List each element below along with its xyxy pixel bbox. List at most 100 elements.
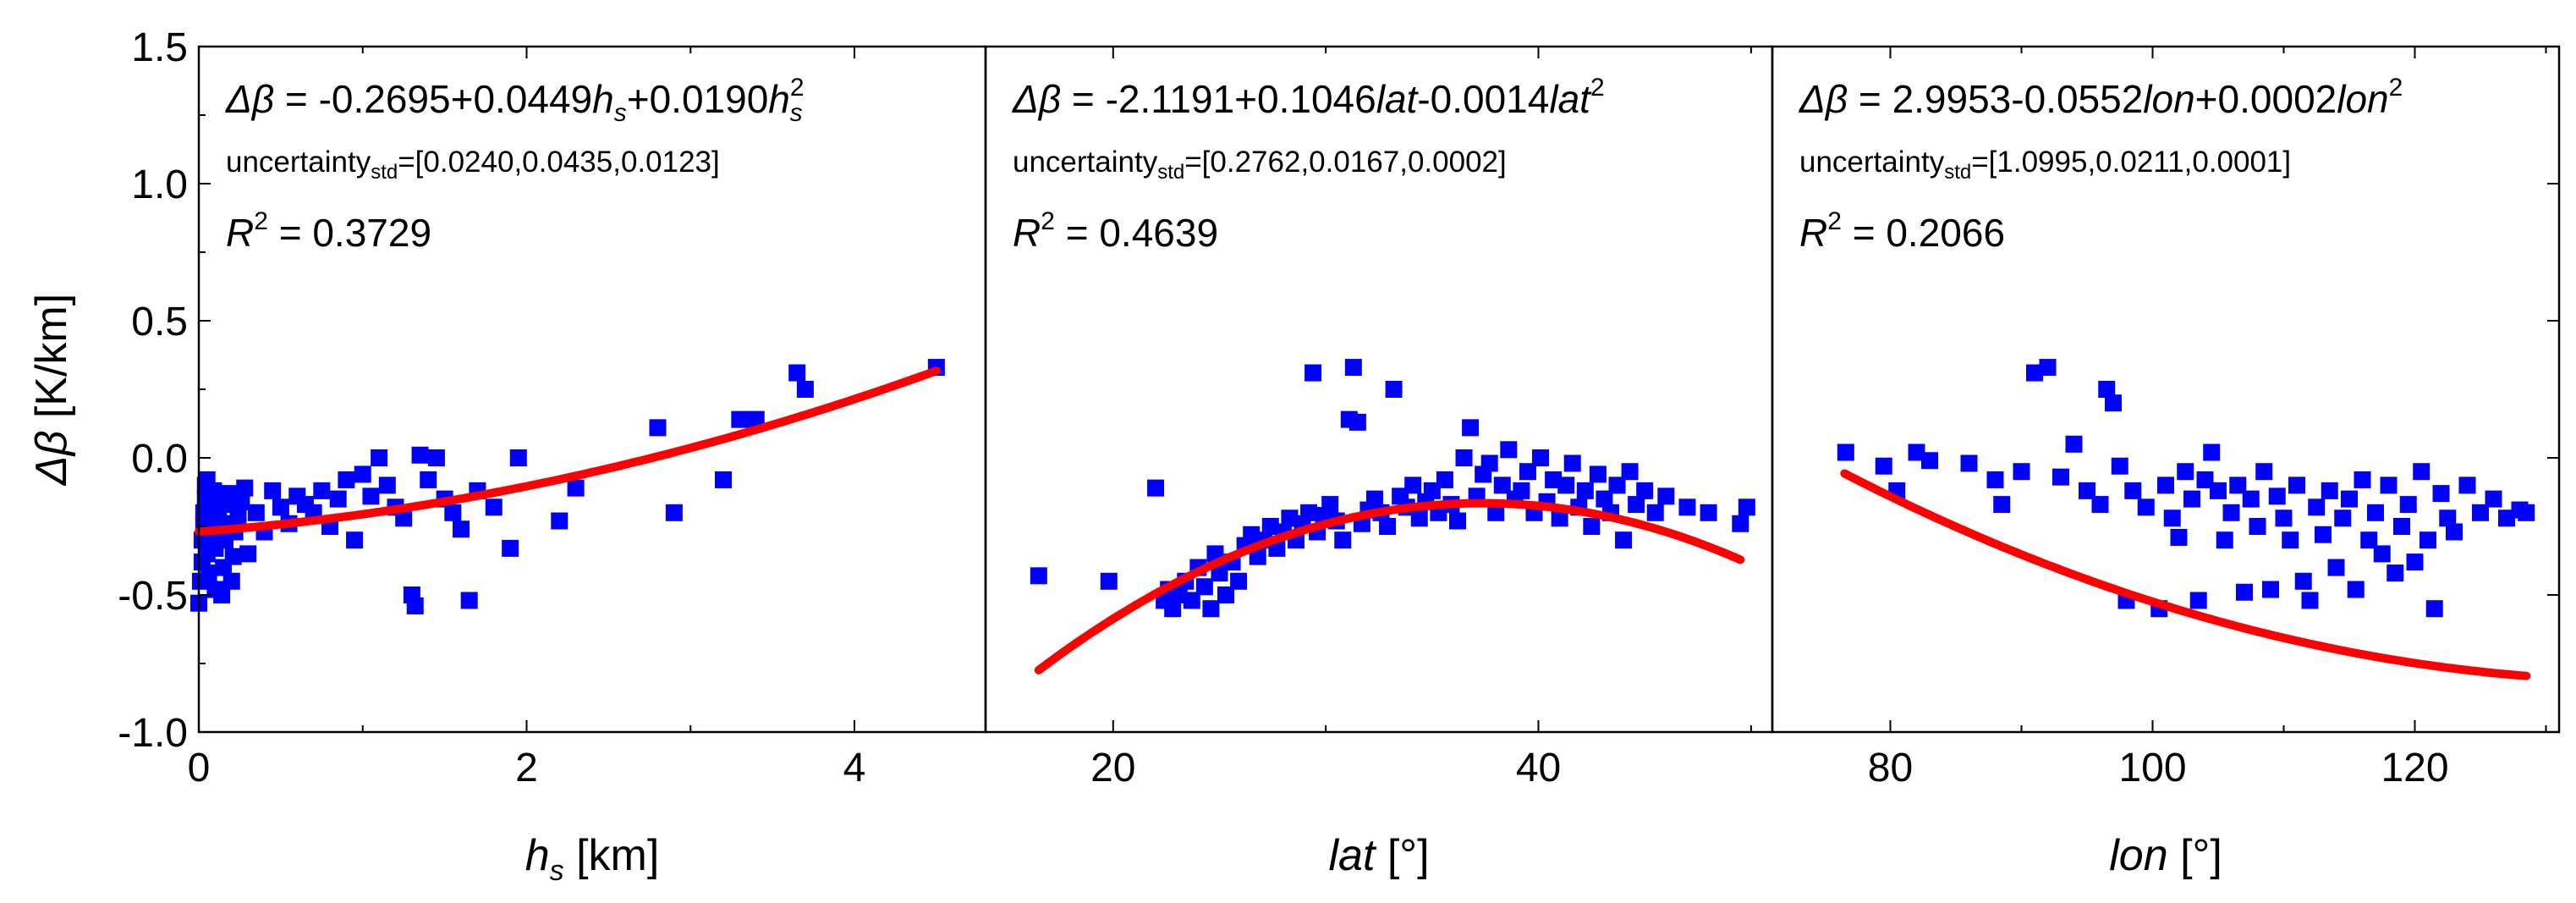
- data-point: [1678, 498, 1696, 516]
- data-point: [1657, 487, 1675, 505]
- data-point: [1545, 471, 1563, 488]
- uncertainty-text: uncertaintystd=[0.0240,0.0435,0.0123]: [226, 146, 720, 184]
- x-tick-label: 80: [1868, 746, 1913, 790]
- fit-curve: [195, 366, 941, 537]
- data-point: [1365, 490, 1383, 508]
- data-point: [2124, 482, 2142, 499]
- r-squared: R2 = 0.3729: [226, 207, 431, 255]
- data-point: [2203, 443, 2221, 461]
- data-point: [1837, 443, 1854, 461]
- data-point: [502, 539, 519, 557]
- data-point: [1164, 600, 1182, 618]
- data-point: [2380, 476, 2397, 494]
- data-point: [1195, 578, 1213, 596]
- data-point: [2079, 482, 2095, 499]
- data-point: [272, 498, 289, 516]
- data-point: [453, 520, 470, 538]
- data-point: [2334, 509, 2352, 527]
- data-point: [1344, 359, 1362, 377]
- data-point: [1304, 364, 1322, 382]
- x-tick-label: 4: [843, 746, 866, 790]
- data-point: [247, 504, 265, 521]
- data-point: [2301, 592, 2319, 609]
- data-point: [239, 545, 257, 563]
- data-point: [2315, 526, 2332, 543]
- data-point: [2498, 509, 2515, 527]
- data-point: [2183, 490, 2200, 508]
- y-tick-label: 0.0: [131, 437, 188, 482]
- y-tick-label: -1.0: [118, 711, 188, 756]
- x-tick-label: 40: [1516, 746, 1561, 790]
- data-point: [1455, 449, 1473, 466]
- data-point: [1493, 476, 1511, 494]
- data-point: [1500, 441, 1518, 459]
- data-point: [1732, 515, 1749, 532]
- x-axis-label: lon [°]: [2109, 831, 2222, 880]
- data-point: [1583, 518, 1601, 535]
- data-point: [233, 493, 250, 510]
- data-point: [1385, 381, 1403, 398]
- data-point: [1615, 531, 1633, 549]
- data-point: [1589, 465, 1607, 483]
- data-point: [1557, 476, 1575, 494]
- data-point: [2439, 509, 2457, 527]
- data-point: [362, 487, 380, 505]
- data-point: [2098, 381, 2116, 398]
- data-point: [2341, 490, 2358, 508]
- data-point: [338, 471, 355, 488]
- data-point: [2170, 528, 2188, 546]
- fit-equation: Δβ = -0.2695+0.0449hs+0.0190h2 s: [225, 74, 805, 127]
- data-point: [313, 482, 331, 499]
- data-point: [2393, 518, 2410, 535]
- data-point: [2210, 482, 2227, 499]
- y-tick-label: 0.5: [131, 300, 188, 344]
- data-point: [1487, 504, 1505, 521]
- x-tick-label: 0: [188, 746, 211, 790]
- data-point: [444, 504, 462, 521]
- data-point: [1700, 504, 1717, 521]
- data-point: [1211, 564, 1228, 582]
- data-point: [1596, 490, 1613, 508]
- data-point: [2236, 583, 2253, 601]
- data-point: [747, 410, 765, 428]
- data-point: [329, 490, 347, 508]
- data-point: [1261, 518, 1279, 535]
- data-point: [1462, 419, 1480, 437]
- data-point: [213, 586, 231, 603]
- data-point: [2255, 463, 2273, 481]
- panel-frame: [1771, 45, 2561, 734]
- data-point: [2216, 531, 2233, 549]
- data-point: [1608, 476, 1626, 494]
- data-point: [224, 548, 242, 565]
- data-point: [1576, 482, 1594, 499]
- data-point: [1551, 509, 1568, 527]
- data-point: [2157, 476, 2174, 494]
- data-point: [1449, 512, 1466, 530]
- y-tick-label: 1.0: [131, 162, 188, 207]
- data-point: [1030, 567, 1047, 585]
- data-point: [1563, 454, 1581, 472]
- data-point: [1243, 526, 1261, 543]
- data-point: [1170, 586, 1188, 603]
- data-point: [2360, 531, 2378, 549]
- data-point: [2268, 487, 2286, 505]
- frame-layer: [197, 45, 2561, 734]
- data-point: [1621, 463, 1639, 481]
- data-point: [1147, 479, 1165, 497]
- data-point: [236, 479, 254, 497]
- data-point: [731, 410, 749, 428]
- data-point: [2229, 476, 2247, 494]
- plot-layer: [190, 359, 2535, 680]
- data-point: [509, 449, 527, 466]
- r-squared: R2 = 0.2066: [1799, 207, 2005, 255]
- data-point: [567, 479, 585, 497]
- data-point: [2472, 504, 2489, 521]
- data-point: [1321, 496, 1339, 514]
- data-point: [1202, 600, 1220, 618]
- x-axis-label: hs [km]: [525, 831, 660, 887]
- data-point: [1100, 572, 1118, 590]
- data-point: [354, 465, 371, 483]
- data-point: [2406, 553, 2424, 571]
- data-point: [2518, 504, 2535, 521]
- data-point: [1636, 482, 1654, 499]
